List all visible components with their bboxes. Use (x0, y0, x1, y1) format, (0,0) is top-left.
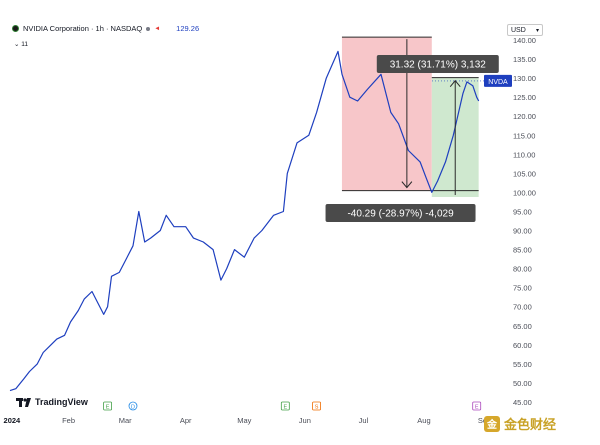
tradingview-label: TradingView (35, 397, 88, 407)
drop-measure-label-bg (325, 204, 476, 222)
price-tick-label: 135.00 (513, 55, 536, 64)
watermark-text: 金色财经 (504, 417, 557, 432)
earnings-icon (280, 401, 290, 411)
price-tick-label: 75.00 (513, 284, 532, 293)
chart-header: NVIDIA Corporation · 1h · NASDAQ ◄ 129.2… (12, 24, 199, 33)
last-price: 129.26 (176, 24, 200, 33)
earnings-icon (103, 401, 112, 411)
price-axis: 140.00 135.00 130.00 125.00 120.00 115.00 110.… (432, 36, 536, 407)
time-tick-label: Jul (359, 416, 369, 425)
event-marker: D (128, 401, 138, 411)
price-tick-label: 125.00 (513, 93, 536, 102)
drop-arrow-head (401, 181, 413, 189)
price-line-layer (9, 50, 480, 392)
price-tick-label: 100.00 (513, 188, 536, 197)
price-tick-label: 65.00 (513, 322, 532, 331)
symbol-tag-bg (484, 74, 512, 87)
tradingview-logo: TradingView (16, 397, 88, 407)
price-tick-label: 105.00 (513, 169, 536, 178)
time-tick-label: Feb (62, 416, 75, 425)
price-tick-label: 85.00 (513, 246, 532, 255)
time-tick-label: May (237, 416, 251, 425)
time-tick-label: Aug (417, 416, 430, 425)
time-tick-label: Apr (180, 416, 192, 425)
time-tick-label: Jun (299, 416, 311, 425)
indicator-toggle[interactable]: ⌄ 11 (14, 40, 28, 48)
dividend-icon (128, 401, 138, 411)
price-tick-label: 80.00 (513, 265, 532, 274)
market-status-icon (146, 26, 151, 31)
earnings-icon (312, 401, 321, 411)
event-marker: E (103, 401, 112, 411)
price-tick-label: 120.00 (513, 112, 536, 121)
price-tick-label: 45.00 (513, 398, 532, 407)
price-tick-label: 90.00 (513, 227, 532, 236)
earnings-icon (472, 401, 482, 411)
indicator-count: 11 (21, 41, 29, 48)
jinse-watermark: 金 金色财经 (484, 414, 556, 433)
price-tick-label: 50.00 (513, 379, 532, 388)
event-marker-label: E (475, 405, 479, 411)
currency-selector[interactable]: USD ▾ (507, 24, 543, 36)
currency-label: USD (511, 26, 526, 34)
price-tick-label: 70.00 (513, 303, 532, 312)
time-tick-label: Mar (119, 416, 132, 425)
symbol-tag-text: NVDA (488, 79, 508, 86)
event-marker: E (472, 401, 482, 411)
measurement-labels: 31.32 (31.71%) 3,132 -40.29 (-28.97%) -4,… (325, 55, 499, 222)
price-tick-label: 60.00 (513, 341, 532, 350)
tradingview-icon (16, 397, 31, 407)
event-marker-label: E (106, 405, 110, 411)
price-tick-label: 110.00 (513, 150, 535, 159)
symbol-title[interactable]: NVIDIA Corporation · 1h · NASDAQ (23, 24, 143, 33)
price-tick-label: 95.00 (513, 207, 532, 216)
price-tick-label: 115.00 (513, 131, 535, 140)
rise-measure-label-text: 31.32 (31.71%) 3,132 (390, 60, 487, 71)
event-marker-label: D (131, 405, 135, 411)
chevron-down-icon: ⌄ (14, 41, 20, 48)
jinse-logo-icon: 金 (484, 415, 500, 432)
event-marker-label: E (283, 405, 287, 411)
drop-measure-label: -40.29 (-28.97%) -4,029 (325, 204, 476, 222)
chevron-down-icon: ▾ (535, 27, 539, 34)
price-tick-label: 130.00 (513, 74, 536, 83)
rise-arrow-head (449, 79, 461, 87)
event-marker: S (312, 401, 321, 411)
price-tick-label: 55.00 (513, 360, 532, 369)
drop-measure-label-text: -40.29 (-28.97%) -4,029 (347, 209, 454, 220)
rise-measure-label: 31.32 (31.71%) 3,132 (376, 55, 499, 73)
time-tick-label: 2024 (4, 416, 22, 425)
alert-icon: ◄ (154, 25, 161, 32)
event-marker: E (280, 401, 290, 411)
price-line (9, 50, 480, 392)
rise-measure-label-bg (376, 55, 499, 73)
nvidia-logo-icon (12, 25, 19, 32)
event-marker-label: S (315, 405, 319, 411)
price-tick-label: 140.00 (513, 36, 536, 45)
